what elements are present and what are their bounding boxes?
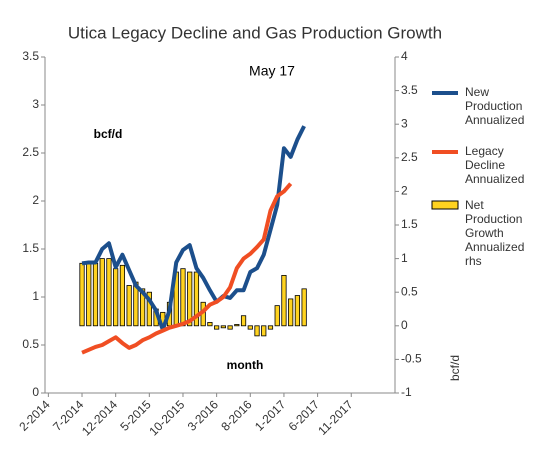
bar — [220, 325, 226, 329]
annotation: bcf/d — [94, 127, 123, 141]
y2-tick-label: 2 — [401, 184, 408, 198]
x-tick-label: 1-2017 — [252, 397, 289, 434]
x-tick-label: 8-2016 — [218, 397, 255, 434]
y2-tick-label: 1.5 — [401, 217, 418, 231]
bar — [126, 285, 132, 327]
y-tick-label: 0 — [32, 385, 39, 399]
legend-entry: Legacy Decline Annualized — [465, 144, 525, 186]
legend-swatch — [431, 200, 459, 210]
bar — [193, 271, 200, 327]
y-tick-label: 1 — [32, 289, 39, 303]
bar — [92, 262, 99, 327]
x-tick-label: 12-2014 — [79, 397, 120, 438]
bar — [146, 291, 152, 327]
bar — [261, 325, 267, 337]
y2-tick-label: 3 — [401, 116, 408, 130]
bar — [281, 274, 287, 327]
annotation: May 17 — [249, 63, 295, 79]
bar — [234, 324, 240, 327]
bar — [86, 261, 92, 327]
bar — [247, 325, 253, 330]
bar — [274, 305, 280, 327]
y-tick-label: 1.5 — [22, 241, 39, 255]
y2-tick-label: 2.5 — [401, 150, 418, 164]
y-tick-label: 3 — [32, 97, 39, 111]
chart-title: Utica Legacy Decline and Gas Production … — [68, 23, 442, 42]
x-tick-label: 2-2014 — [16, 397, 53, 434]
y2-axis-label: bcf/d — [448, 355, 462, 381]
y2-tick-label: 4 — [401, 49, 408, 63]
bar — [254, 325, 260, 337]
annotation: month — [227, 358, 264, 372]
bar — [240, 315, 247, 327]
line — [81, 182, 293, 355]
y2-tick-label: -0.5 — [401, 352, 422, 366]
bar — [113, 268, 119, 327]
y2-tick-label: -1 — [401, 385, 412, 399]
y2-tick-label: 1 — [401, 251, 408, 265]
bar — [294, 295, 301, 327]
x-tick-label: 11-2017 — [315, 397, 356, 438]
bar — [227, 325, 233, 330]
bar — [207, 322, 213, 327]
legend-entry: New Production Annualized — [465, 85, 525, 127]
y-tick-label: 0.5 — [22, 337, 39, 351]
bar — [119, 264, 126, 327]
legend-entry: Net Production Growth Annualized rhs — [465, 198, 525, 268]
y2-tick-label: 3.5 — [401, 83, 418, 97]
line — [81, 125, 306, 332]
y-tick-label: 3.5 — [22, 49, 39, 63]
bar — [301, 288, 307, 327]
y2-tick-label: 0 — [401, 318, 408, 332]
y-tick-label: 2.5 — [22, 145, 39, 159]
bar — [180, 268, 186, 327]
bar — [288, 298, 294, 327]
bar — [99, 258, 105, 327]
y2-tick-label: 0.5 — [401, 284, 418, 298]
bar — [79, 262, 85, 327]
bar — [139, 288, 146, 327]
bar — [267, 325, 274, 330]
bar — [106, 258, 112, 327]
y-tick-label: 2 — [32, 193, 39, 207]
x-tick-label: 10-2015 — [146, 397, 187, 438]
bar — [214, 325, 220, 330]
bar — [187, 271, 193, 327]
x-tick-label: 3-2016 — [185, 397, 222, 434]
